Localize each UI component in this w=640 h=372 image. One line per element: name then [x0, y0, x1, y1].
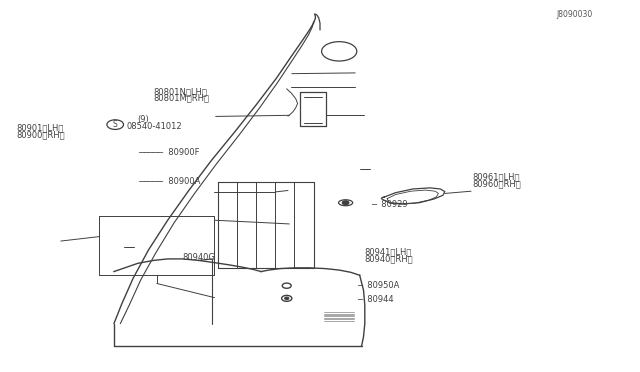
Text: ─────  80900A: ───── 80900A: [138, 177, 200, 186]
Text: 80941〈LH〉: 80941〈LH〉: [365, 247, 412, 256]
Text: ─────  80900F: ───── 80900F: [138, 148, 199, 157]
Text: S: S: [113, 120, 118, 129]
Text: 80960〈RH〉: 80960〈RH〉: [472, 179, 521, 188]
Text: 80961〈LH〉: 80961〈LH〉: [472, 172, 520, 181]
Text: 80801M〈RH〉: 80801M〈RH〉: [154, 94, 210, 103]
Text: ─  80929: ─ 80929: [371, 200, 408, 209]
Text: 80801N〈LH〉: 80801N〈LH〉: [154, 87, 207, 96]
Text: 80900〈RH〉: 80900〈RH〉: [17, 130, 65, 139]
Text: 80901〈LH〉: 80901〈LH〉: [17, 124, 64, 132]
Text: 80940〈RH〉: 80940〈RH〉: [365, 254, 413, 263]
Text: 80940G: 80940G: [182, 253, 215, 262]
Text: J8090030: J8090030: [557, 10, 593, 19]
Text: (9): (9): [138, 115, 149, 124]
Circle shape: [285, 297, 289, 299]
Text: 08540-41012: 08540-41012: [126, 122, 182, 131]
Text: ─  80950A: ─ 80950A: [357, 281, 399, 290]
Text: ─  80944: ─ 80944: [357, 295, 394, 304]
Circle shape: [342, 201, 349, 205]
